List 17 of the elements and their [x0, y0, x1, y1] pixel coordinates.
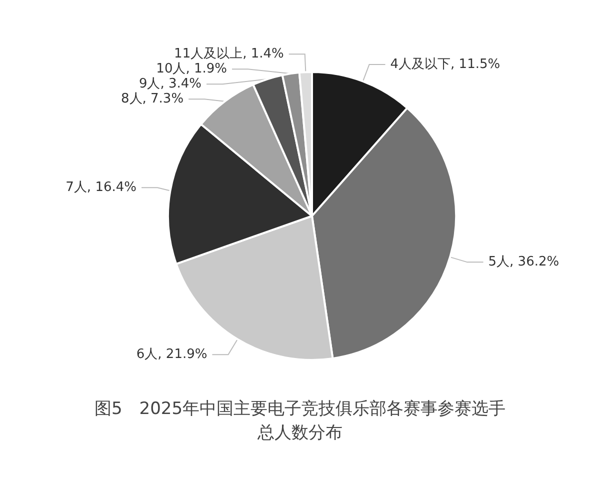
slice-label: 7人 — [66, 180, 87, 196]
data-label: , 3.4% — [160, 76, 202, 92]
slice-label: 11人及以上 — [174, 46, 243, 62]
data-label: , 11.5% — [450, 56, 500, 72]
slice-label: 4人及以下 — [390, 56, 451, 72]
slice-label: 8人 — [120, 92, 142, 107]
data-label: , 36.2% — [510, 254, 560, 270]
slice-label: 6人 — [136, 347, 158, 362]
data-label: , 7.3% — [142, 92, 184, 107]
data-label: , 16.4% — [86, 180, 136, 196]
text: 图5 2025年中国主要电子竞技俱乐部各赛事参赛选手总人数分布 — [94, 399, 506, 443]
slice-label: 5人 — [488, 254, 510, 270]
data-label: , 1.9% — [186, 62, 228, 77]
slice-label: 9人 — [138, 76, 160, 92]
data-label: , 21.9% — [158, 347, 208, 362]
data-label: , 1.4% — [242, 46, 284, 62]
slice-label: 10人 — [156, 62, 186, 77]
